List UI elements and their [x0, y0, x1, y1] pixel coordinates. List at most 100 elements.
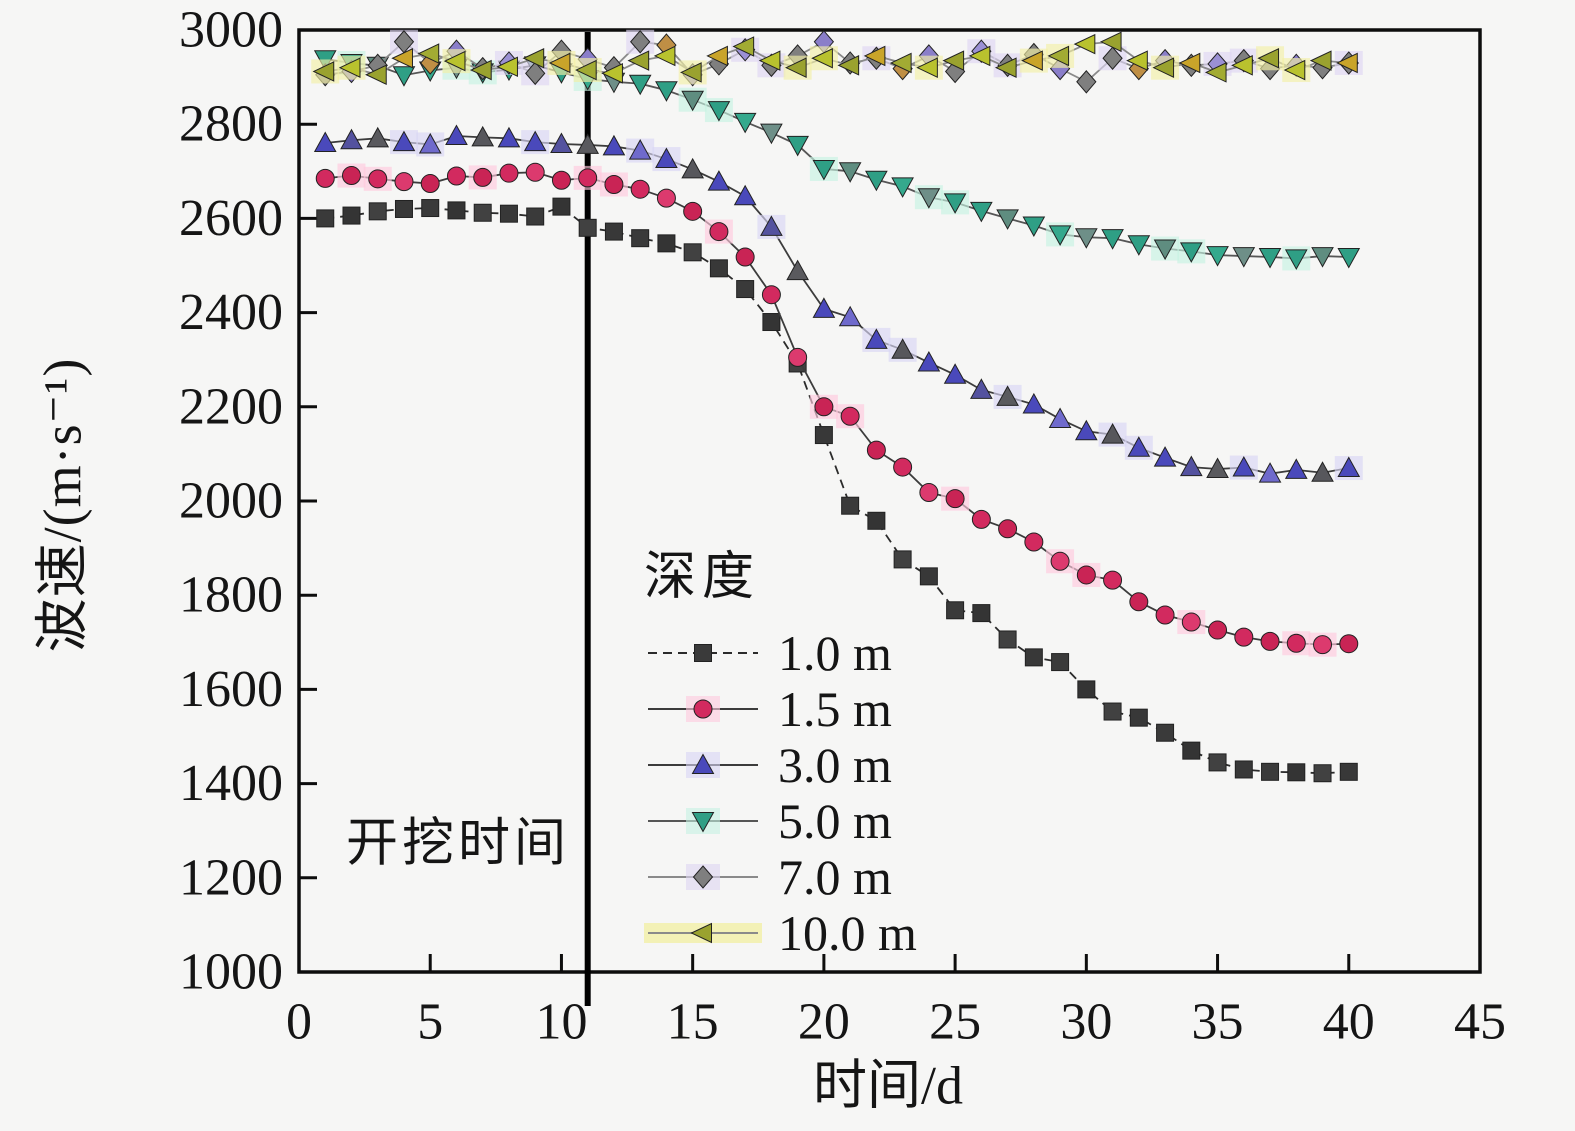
- data-point-marker: [1050, 551, 1070, 571]
- data-point-marker: [657, 234, 676, 253]
- data-point-marker: [1103, 702, 1122, 721]
- data-point-marker: [917, 188, 941, 209]
- series-15m: [315, 162, 1359, 657]
- series-10m: [316, 197, 1358, 783]
- data-point-marker: [312, 61, 335, 82]
- data-point-marker: [341, 166, 361, 186]
- data-point-marker: [499, 204, 518, 223]
- legend-label: 5.0 m: [778, 793, 892, 849]
- data-point-marker: [1153, 446, 1177, 467]
- data-point-marker: [1153, 239, 1177, 261]
- legend-label: 1.0 m: [778, 625, 892, 681]
- legend-sample: [648, 696, 758, 722]
- data-point-marker: [470, 59, 492, 81]
- data-point-marker: [760, 215, 783, 236]
- data-point-marker: [604, 222, 623, 241]
- data-point-marker: [784, 57, 807, 78]
- data-point-marker: [1127, 436, 1151, 457]
- y-tick-label: 1400: [179, 755, 283, 812]
- x-tick-label: 30: [1060, 994, 1112, 1051]
- data-point-marker: [497, 126, 521, 148]
- data-point-marker: [1284, 458, 1308, 479]
- data-point-marker: [604, 174, 624, 194]
- data-point-marker: [394, 199, 413, 218]
- legend: 深度 1.0 m 1.5 m 3.0 m 5.0 m 7.0 m 10.0 m: [644, 534, 917, 961]
- data-point-marker: [1076, 70, 1097, 94]
- data-point-marker: [338, 57, 361, 78]
- x-axis-title: 时间/d: [812, 1055, 964, 1116]
- data-point-marker: [473, 203, 492, 222]
- data-point-marker: [523, 130, 547, 152]
- series-line: [325, 205, 1349, 775]
- data-point-marker: [1311, 461, 1334, 482]
- data-point-marker: [578, 218, 597, 237]
- y-tick-label: 1000: [179, 944, 283, 1001]
- data-point-marker: [1051, 653, 1070, 672]
- data-point-marker: [691, 812, 715, 833]
- data-point-marker: [548, 52, 571, 74]
- y-tick-label: 2600: [179, 190, 283, 247]
- data-point-marker: [994, 57, 1017, 78]
- data-point-marker: [630, 179, 650, 199]
- data-point-marker: [758, 50, 781, 71]
- data-point-marker: [943, 363, 967, 384]
- data-point-marker: [1232, 456, 1256, 477]
- data-point-marker: [576, 133, 600, 154]
- data-point-marker: [1178, 52, 1201, 74]
- data-point-marker: [578, 168, 598, 188]
- data-point-marker: [838, 305, 862, 327]
- data-point-marker: [761, 285, 781, 305]
- data-point-marker: [1179, 242, 1203, 263]
- data-point-marker: [1258, 462, 1282, 483]
- data-point-marker: [919, 567, 938, 586]
- data-point-marker: [1102, 46, 1123, 71]
- data-point-marker: [1181, 612, 1201, 632]
- data-point-marker: [445, 124, 468, 145]
- legend-sample: [648, 808, 758, 834]
- y-tick-label: 2800: [179, 96, 283, 153]
- data-point-marker: [365, 64, 387, 86]
- data-point-marker: [655, 81, 678, 102]
- data-point-marker: [525, 162, 545, 182]
- legend-label: 3.0 m: [778, 737, 892, 793]
- data-point-marker: [421, 199, 440, 218]
- data-point-marker: [1024, 648, 1043, 667]
- data-point-marker: [653, 45, 676, 67]
- data-point-marker: [681, 90, 705, 112]
- data-point-marker: [1021, 50, 1043, 71]
- data-point-marker: [867, 511, 886, 530]
- data-point-marker: [1126, 50, 1148, 71]
- data-point-marker: [1074, 419, 1098, 441]
- series-100m: [311, 31, 1358, 86]
- data-point-marker: [693, 699, 713, 719]
- x-tick-label: 35: [1192, 994, 1244, 1051]
- data-point-marker: [707, 101, 731, 122]
- y-tick-label: 1200: [179, 849, 283, 906]
- series-line: [325, 135, 1349, 475]
- data-point-marker: [762, 313, 781, 332]
- data-point-marker: [1337, 456, 1361, 478]
- data-point-marker: [392, 130, 416, 152]
- data-point-marker: [1048, 407, 1072, 429]
- data-point-marker: [838, 162, 862, 183]
- data-point-marker: [841, 496, 860, 515]
- legend-sample: [648, 864, 758, 890]
- data-point-marker: [1339, 634, 1359, 654]
- data-point-marker: [946, 601, 965, 620]
- data-point-marker: [1234, 760, 1253, 779]
- data-point-marker: [1311, 247, 1334, 268]
- data-point-marker: [1257, 47, 1280, 69]
- data-point-marker: [1287, 763, 1306, 782]
- data-point-marker: [420, 174, 440, 194]
- data-point-marker: [812, 159, 836, 181]
- data-point-marker: [1024, 532, 1044, 552]
- data-point-marker: [891, 177, 914, 198]
- data-point-marker: [893, 457, 913, 477]
- data-point-marker: [814, 426, 833, 445]
- y-tick-label: 1800: [179, 567, 283, 624]
- data-point-marker: [315, 168, 335, 188]
- legend-sample: [644, 922, 762, 944]
- data-point-marker: [1103, 570, 1123, 590]
- data-point-marker: [1339, 762, 1358, 781]
